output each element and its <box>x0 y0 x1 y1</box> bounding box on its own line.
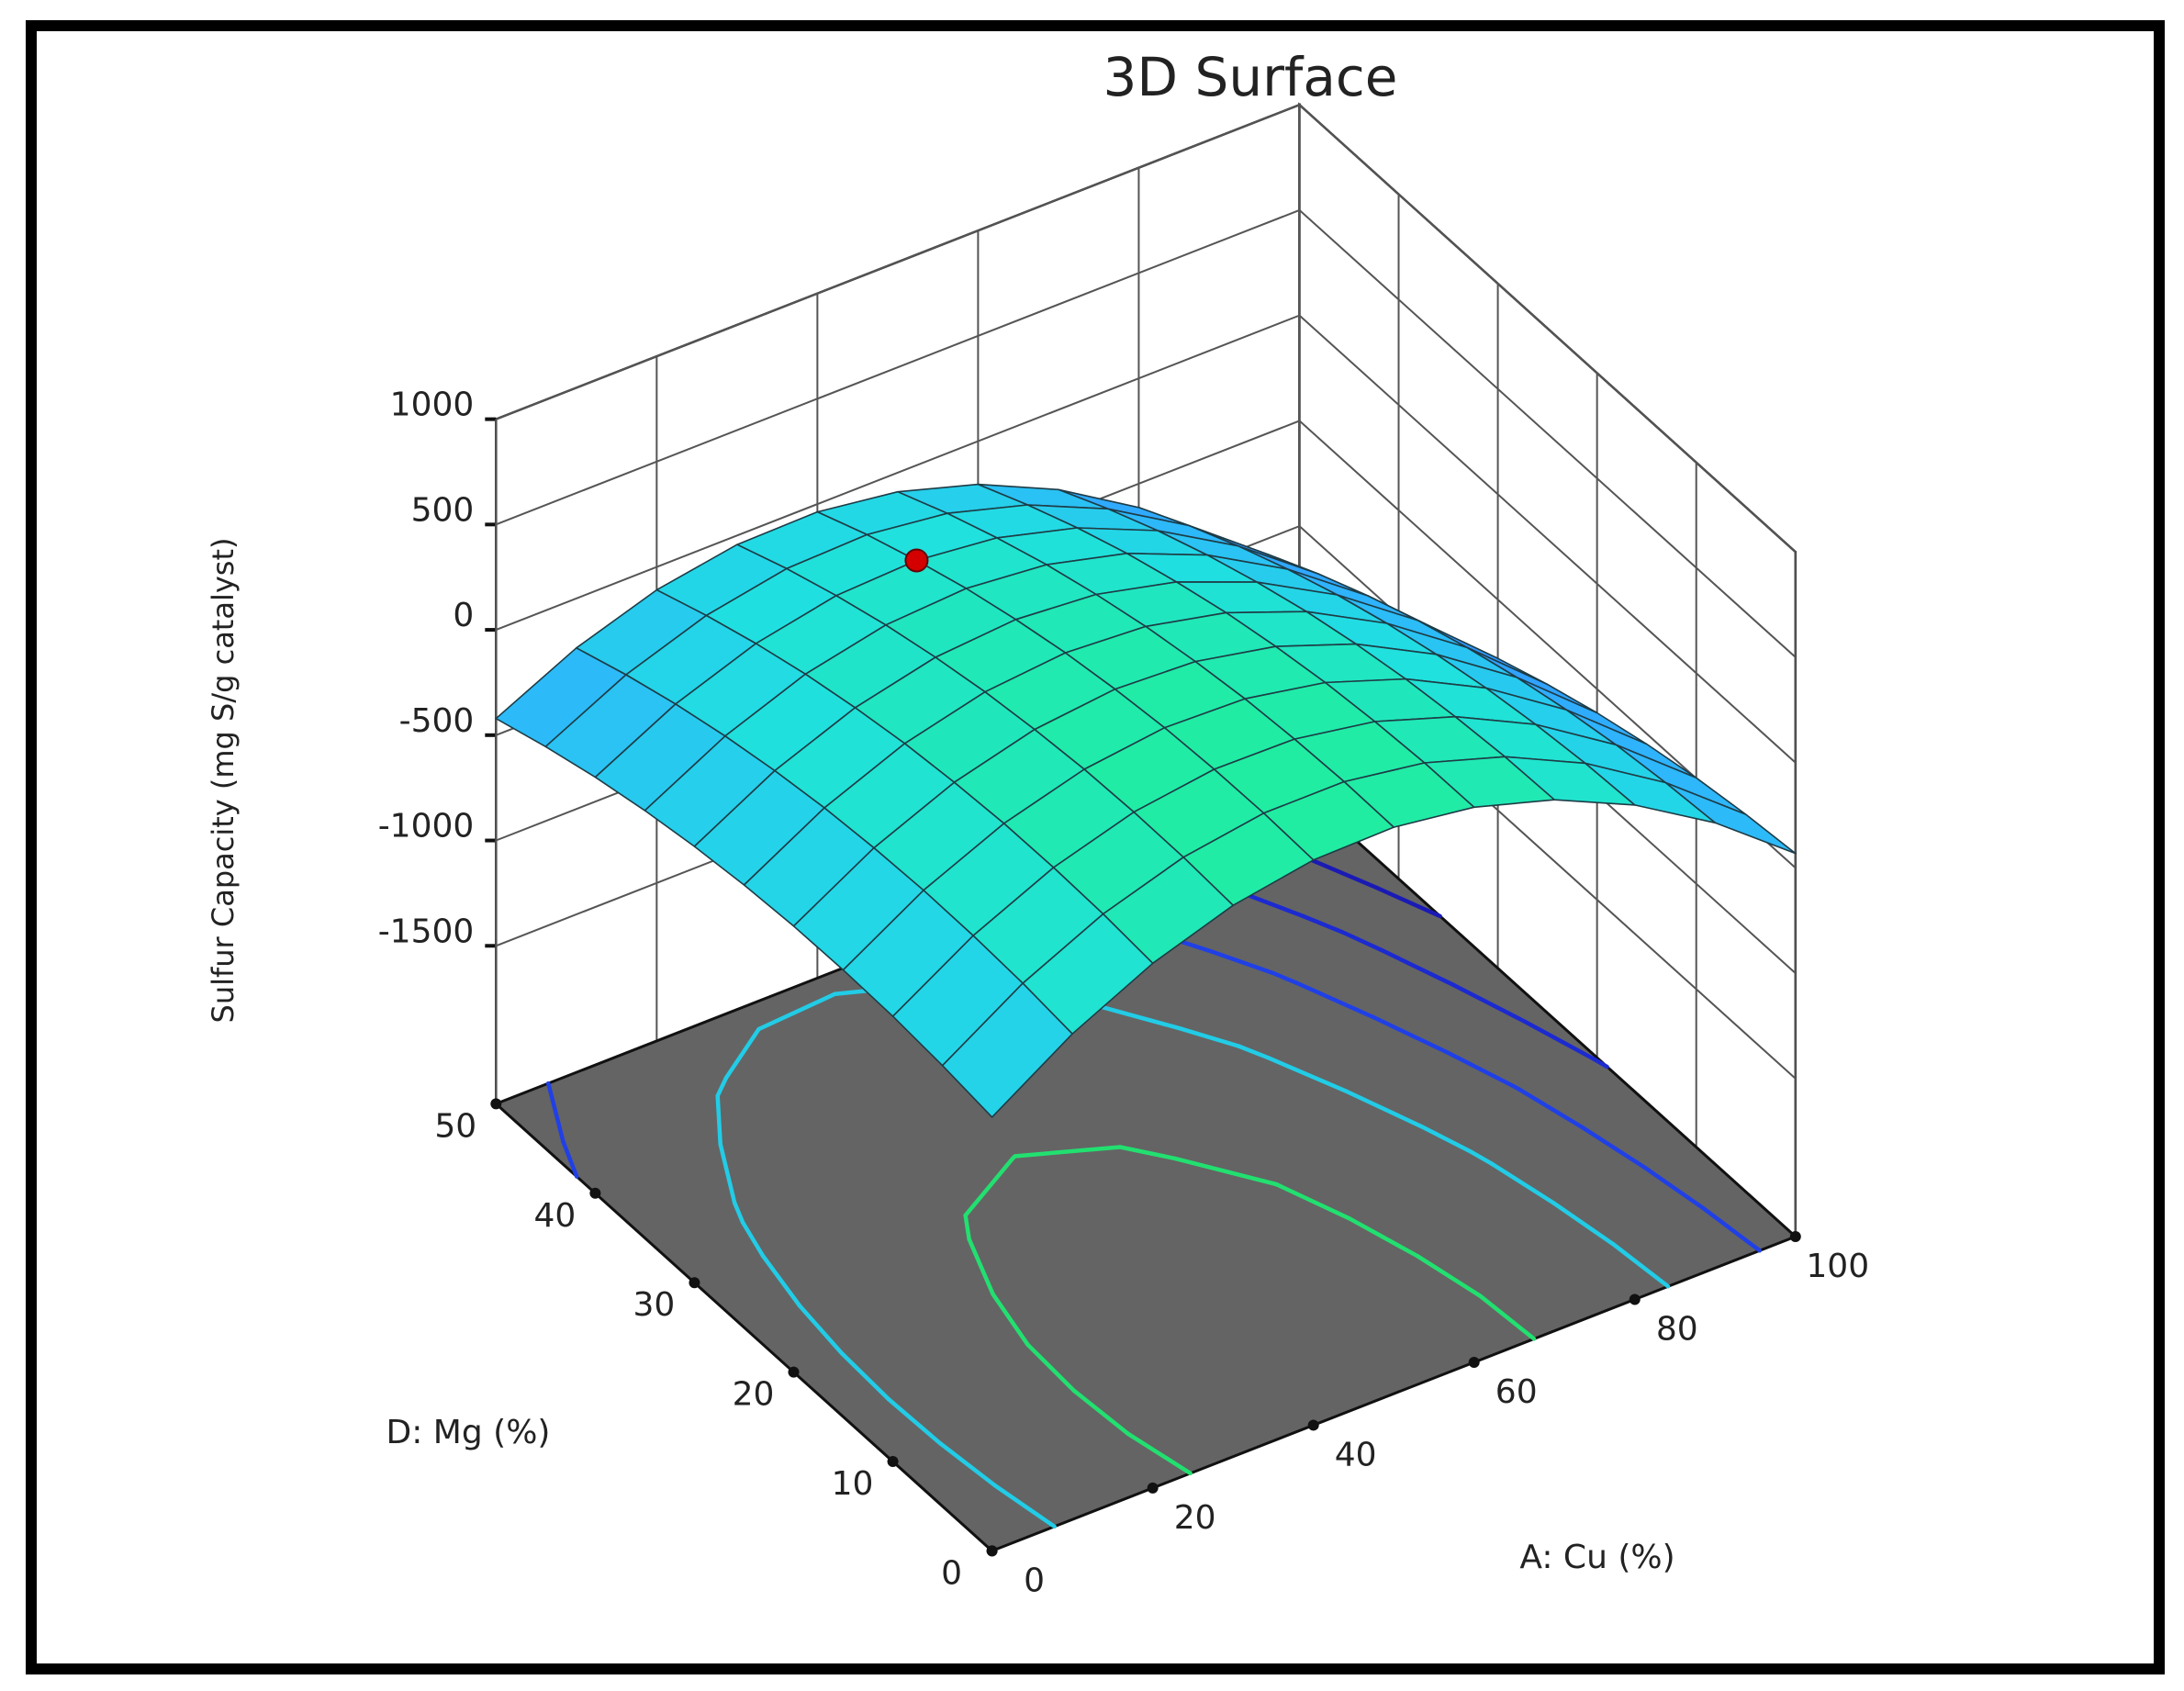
contour-line <box>963 1156 1015 1218</box>
contour-line <box>715 1093 722 1147</box>
contour-line <box>1371 1014 1450 1055</box>
contour-line <box>1178 1026 1241 1048</box>
y-tick-label: 40 <box>533 1197 576 1235</box>
contour-line <box>991 1292 1030 1347</box>
contour-line <box>715 1075 729 1098</box>
contour-line <box>760 1253 802 1308</box>
contour-line <box>967 1237 995 1296</box>
y-tick-label: 50 <box>434 1107 476 1145</box>
x-tick-label: 60 <box>1495 1373 1538 1411</box>
contour-line <box>1419 1124 1473 1154</box>
contour-line <box>1016 1145 1123 1159</box>
contour-line <box>545 1081 566 1144</box>
contour-line <box>1294 980 1376 1020</box>
x-tick-label: 100 <box>1806 1248 1869 1285</box>
z-tick-label: -1000 <box>378 808 475 846</box>
contour-line <box>1551 1201 1616 1247</box>
contour-line <box>723 1026 761 1081</box>
contour-line <box>1344 1089 1424 1129</box>
contour-line <box>1451 983 1528 1025</box>
contour-line <box>963 1213 971 1242</box>
z-axis-label: Sulfur Capacity (mg S/g catalyst) <box>206 538 241 1024</box>
y-tick <box>788 1366 800 1378</box>
y-tick <box>689 1277 700 1289</box>
z-tick-label: 1000 <box>390 386 475 424</box>
y-tick-label: 0 <box>941 1554 962 1592</box>
contour-line <box>937 1440 998 1488</box>
z-tick-label: 500 <box>411 491 475 529</box>
x-tick <box>1468 1356 1480 1368</box>
contour-line <box>1477 1293 1537 1341</box>
design-point <box>904 548 929 573</box>
frame <box>26 20 2165 1674</box>
contour-line <box>1610 1241 1671 1289</box>
y-tick-label: 20 <box>733 1376 775 1414</box>
contour-line <box>1379 947 1457 988</box>
contour-line <box>1117 1145 1178 1161</box>
contour-line <box>732 1200 745 1225</box>
contour-line <box>1469 1149 1494 1166</box>
z-tick-label: -500 <box>399 702 475 740</box>
contour-line <box>1642 1165 1706 1211</box>
contour-line <box>1347 1216 1420 1259</box>
contour-line <box>561 1139 579 1179</box>
contour-line <box>1523 1019 1596 1061</box>
x-tick-label: 0 <box>1024 1562 1045 1599</box>
contour-line <box>1591 1057 1609 1069</box>
contour-line <box>1025 1342 1077 1394</box>
contour-line <box>1488 1160 1556 1205</box>
contour-line <box>1071 1388 1130 1436</box>
contour-line <box>718 1142 737 1205</box>
y-tick <box>887 1456 899 1468</box>
x-tick-label: 40 <box>1335 1436 1377 1473</box>
y-tick <box>986 1545 998 1557</box>
x-tick <box>1789 1230 1801 1242</box>
contour-line <box>1266 1056 1350 1094</box>
x-tick-label: 20 <box>1174 1499 1216 1537</box>
x-tick-label: 80 <box>1656 1310 1698 1348</box>
y-tick <box>589 1187 601 1199</box>
x-tick <box>1629 1293 1641 1305</box>
contour-line <box>1301 913 1345 935</box>
contour-line <box>1210 949 1275 975</box>
contour-line <box>839 1350 891 1402</box>
contour-line <box>1173 1156 1277 1186</box>
contour-line <box>1236 1044 1271 1060</box>
contour-line <box>1580 1125 1647 1170</box>
contour-line <box>1516 1086 1585 1130</box>
contour-line <box>1511 1083 1520 1092</box>
z-tick-label: 0 <box>453 597 474 634</box>
chart-title: 3D Surface <box>1103 46 1398 108</box>
y-tick-label: 10 <box>832 1465 874 1503</box>
y-axis-label: D: Mg (%) <box>386 1414 551 1451</box>
y-tick-label: 30 <box>633 1286 676 1324</box>
x-tick <box>1147 1482 1159 1494</box>
contour-line <box>1415 1254 1483 1298</box>
y-tick <box>490 1098 502 1110</box>
x-tick <box>1307 1419 1319 1431</box>
z-tick-label: -1500 <box>378 913 475 950</box>
contour-line <box>992 1484 1057 1529</box>
contour-line <box>1340 930 1383 952</box>
contour-line <box>1373 885 1442 919</box>
x-axis-label: A: Cu (%) <box>1519 1539 1674 1576</box>
contour-line <box>1274 1182 1352 1221</box>
contour-line <box>740 1220 766 1259</box>
contour-line <box>756 991 837 1032</box>
surface-patch <box>941 982 1073 1118</box>
contour-line <box>1444 1050 1516 1089</box>
contour-line <box>1126 1431 1193 1476</box>
contour-line <box>1701 1206 1763 1253</box>
contour-line <box>886 1396 943 1446</box>
contour-line <box>797 1303 845 1356</box>
contour-line <box>1270 970 1299 985</box>
